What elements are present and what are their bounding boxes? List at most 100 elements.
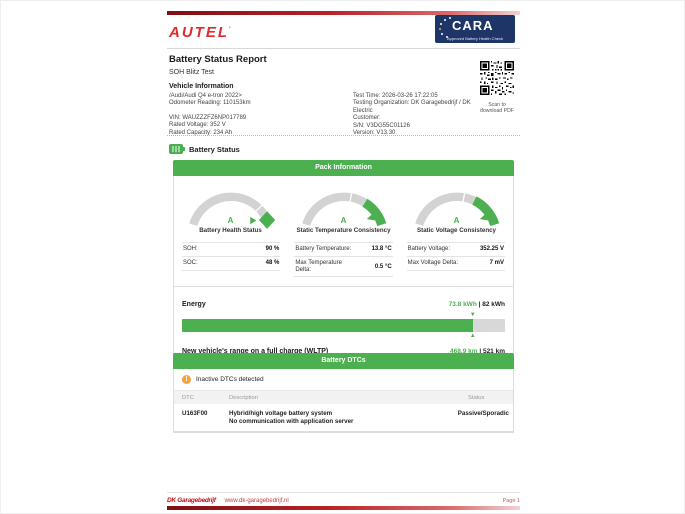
- page-title: Battery Status Report: [169, 54, 267, 65]
- stat-row: Battery Temperature: 13.8 °C: [294, 242, 393, 256]
- vin: VIN: WAUZZZFZ6NP017789: [169, 114, 247, 121]
- dtc-status: Passive/Sporadic: [457, 410, 509, 417]
- gauge-voltage-consistency: A Static Voltage Consistency: [400, 182, 513, 234]
- cara-title: CARA: [452, 18, 494, 33]
- gauges-row: A Battery Health Status A Static Tempera…: [174, 176, 513, 234]
- footer: DK Garagebedrijf www.dk-garagebedrijf.nl…: [167, 492, 520, 504]
- section-divider: [167, 135, 520, 136]
- autel-logo-text: AUTEL: [169, 24, 229, 41]
- stat-row: Max Voltage Delta: 7 mV: [406, 255, 505, 271]
- energy-current: 73.8 kWh: [448, 301, 477, 309]
- pack-stats: SOH: 90 % SOC: 48 % Battery Temperature:…: [174, 234, 513, 278]
- energy-separator: |: [476, 301, 483, 309]
- column-dtc: DTC: [182, 394, 194, 401]
- range-total: 521 km: [482, 348, 505, 356]
- vehicle-info-right: Test Time: 2026-03-26 17:22:05 Testing O…: [353, 93, 471, 137]
- stat-value: 48 %: [265, 260, 280, 267]
- stat-value: 13.8 °C: [371, 246, 392, 253]
- gauge-label: Static Temperature Consistency: [296, 227, 391, 234]
- cara-star-dot: [446, 36, 448, 38]
- cara-star-dot: [444, 19, 446, 21]
- stat-value: 7 mV: [489, 260, 504, 267]
- gauge-temperature-consistency: A Static Temperature Consistency: [287, 182, 400, 234]
- cara-star-dot: [449, 17, 451, 19]
- stat-label: Max Temperature Delta:: [295, 259, 342, 273]
- test-time: Test Time: 2026-03-26 17:22:05: [353, 93, 438, 99]
- stat-row: SOC: 48 %: [182, 255, 281, 271]
- gauge-pointer: [249, 216, 256, 225]
- stat-row: Max Temperature Delta: 0.5 °C: [294, 255, 393, 278]
- dtc-notice-text: Inactive DTCs detected: [196, 376, 264, 383]
- range-label: New vehicle's range on a full charge (WL…: [182, 348, 329, 356]
- cara-star-dot: [439, 28, 441, 30]
- gauge-pointer: [366, 212, 375, 221]
- stat-label: SOH:: [183, 246, 198, 252]
- page-number: Page 1: [502, 497, 520, 504]
- column-description: Description: [229, 394, 258, 401]
- header-divider: [167, 48, 520, 49]
- cara-subtitle: Approved Battery Health Check: [446, 36, 504, 41]
- gauge-arc: [188, 192, 275, 229]
- battery-dtcs-header: Battery DTCs: [173, 353, 514, 369]
- stat-col-voltage: Battery Voltage: 352.25 V Max Voltage De…: [406, 242, 505, 277]
- top-accent-bar: [167, 11, 520, 15]
- range-current: 468.9 km: [450, 348, 478, 356]
- gauge-grade: A: [340, 216, 347, 225]
- rated-voltage: Rated Voltage: 352 V: [169, 122, 226, 129]
- energy-row: Energy 73.8 kWh | 82 kWh: [182, 293, 505, 311]
- qr-caption: Scan to download PDF: [479, 102, 515, 114]
- range-marker-up: ▲: [469, 333, 476, 340]
- gauge-green-segment: [258, 211, 275, 229]
- stat-row: SOH: 90 %: [182, 242, 281, 256]
- cara-badge: CARA Approved Battery Health Check: [435, 15, 515, 43]
- cara-star-dot: [441, 33, 443, 35]
- gauge-arc: [301, 192, 386, 227]
- software-version: Version: V13.30: [353, 130, 396, 137]
- qr-code: [480, 61, 514, 95]
- gauge-battery-health: A Battery Health Status: [174, 182, 287, 234]
- battery-status-heading: Battery Status: [169, 144, 240, 154]
- vehicle-info-heading: Vehicle Information: [169, 83, 234, 90]
- warning-icon: !: [182, 375, 191, 384]
- stat-row: Battery Voltage: 352.25 V: [406, 242, 505, 256]
- stat-label: Battery Voltage:: [407, 246, 451, 252]
- footer-logo: DK Garagebedrijf: [167, 497, 216, 504]
- gauge-arc: [414, 192, 499, 227]
- dtc-table-header: DTC Description Status: [174, 390, 513, 404]
- trademark-mark: ’: [229, 27, 233, 33]
- battery-dtcs-card: Battery DTCs ! Inactive DTCs detected DT…: [173, 353, 514, 434]
- gauge-label: Static Voltage Consistency: [417, 227, 496, 234]
- cara-star-dot: [440, 23, 442, 25]
- gauge-green-segment: [471, 196, 499, 227]
- gauge-grade: A: [227, 216, 234, 225]
- gauge-pointer: [479, 212, 488, 221]
- stat-label: SOC:: [183, 259, 198, 266]
- dtc-table-row: U163F00 Hybrid/high voltage battery syst…: [174, 404, 513, 433]
- stat-label: Battery Temperature:: [295, 246, 352, 252]
- gauge-label: Battery Health Status: [199, 227, 262, 234]
- testing-organization: Testing Organization: DK Garagebedrijf /…: [353, 100, 471, 114]
- odometer-reading: Odometer Reading: 110153km: [169, 100, 251, 107]
- gauge-green-segment: [361, 198, 386, 227]
- energy-marker-down: ▼: [469, 312, 476, 319]
- pack-information-card: Pack Information A Battery Health Status: [173, 160, 514, 369]
- range-row: New vehicle's range on a full charge (WL…: [182, 340, 505, 358]
- serial-number: S/N: V3DG55C01126: [353, 122, 410, 129]
- pack-information-header: Pack Information: [173, 160, 514, 176]
- battery-status-label: Battery Status: [189, 144, 240, 154]
- dtc-code: U163F00: [182, 410, 208, 417]
- gauge-grade: A: [453, 216, 460, 225]
- report-subtitle: SOH Blitz Test: [169, 69, 214, 76]
- vehicle-info-left: /Audi/Audi Q4 e-tron 2022> Odometer Read…: [169, 93, 341, 137]
- energy-total: 82 kWh: [482, 301, 505, 309]
- dtc-description: Hybrid/high voltage battery system No co…: [229, 410, 354, 425]
- bottom-accent-bar: [167, 506, 520, 510]
- stat-col-temperature: Battery Temperature: 13.8 °C Max Tempera…: [294, 242, 393, 278]
- footer-url-link[interactable]: www.dk-garagebedrijf.nl: [224, 497, 289, 504]
- vehicle-model: /Audi/Audi Q4 e-tron 2022>: [169, 93, 242, 99]
- rated-capacity: Rated Capacity: 234 Ah: [169, 129, 233, 136]
- range-separator: |: [477, 348, 483, 356]
- energy-section: Energy 73.8 kWh | 82 kWh ▼ ▲ New vehicle…: [174, 286, 513, 367]
- stat-value: 0.5 °C: [374, 263, 392, 270]
